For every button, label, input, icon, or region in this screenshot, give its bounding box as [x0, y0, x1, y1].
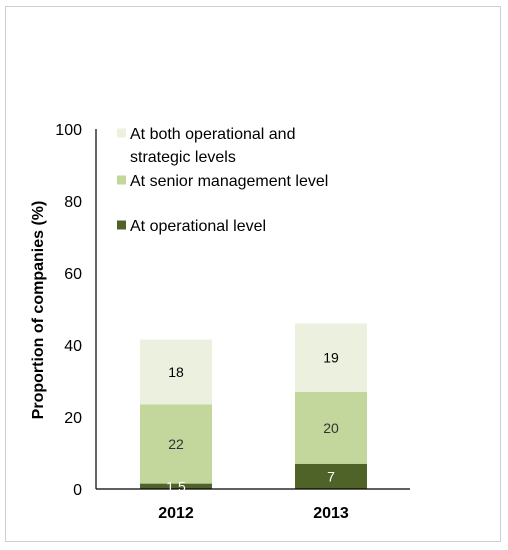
- legend-label: At operational level: [130, 218, 266, 235]
- bar-segment: [140, 483, 212, 489]
- data-label: 18: [168, 364, 184, 380]
- x-tick-labels: 2012 2013: [158, 505, 349, 522]
- legend-swatch: [117, 175, 126, 185]
- legend: At both operational and strategic levels A…: [117, 126, 328, 235]
- axes-group: [95, 129, 410, 490]
- bar-segment: [295, 323, 367, 392]
- legend-swatch: [117, 220, 126, 230]
- y-tick-label: 80: [64, 194, 82, 211]
- bar-segment: [295, 463, 367, 489]
- legend-label: strategic levels: [130, 149, 236, 166]
- bar-segment: [295, 391, 367, 464]
- x-tick-label: 2012: [158, 505, 194, 522]
- data-label: 7: [327, 468, 335, 484]
- y-tick-label: 40: [64, 338, 82, 355]
- legend-label: At senior management level: [130, 173, 328, 190]
- legend-swatch: [117, 128, 126, 138]
- y-tick-label: 100: [55, 122, 82, 139]
- bars-group: [140, 323, 367, 489]
- y-axis-title: Proportion of companies (%): [30, 201, 47, 420]
- y-tick-label: 20: [64, 410, 82, 427]
- data-label: 22: [168, 436, 184, 452]
- legend-label: At both operational and: [130, 126, 295, 143]
- y-tick-labels: 0 20 40 60 80 100: [55, 122, 82, 499]
- chart-frame: [5, 6, 501, 542]
- y-tick-label: 0: [73, 482, 82, 499]
- data-label: 20: [323, 420, 339, 436]
- bar-segment: [140, 339, 212, 405]
- y-tick-label: 60: [64, 266, 82, 283]
- data-labels: 1.5 22 18 7 20 19: [166, 350, 339, 495]
- x-tick-label: 2013: [313, 505, 349, 522]
- data-label: 1.5: [166, 478, 186, 494]
- data-label: 19: [323, 350, 339, 366]
- bar-segment: [140, 404, 212, 484]
